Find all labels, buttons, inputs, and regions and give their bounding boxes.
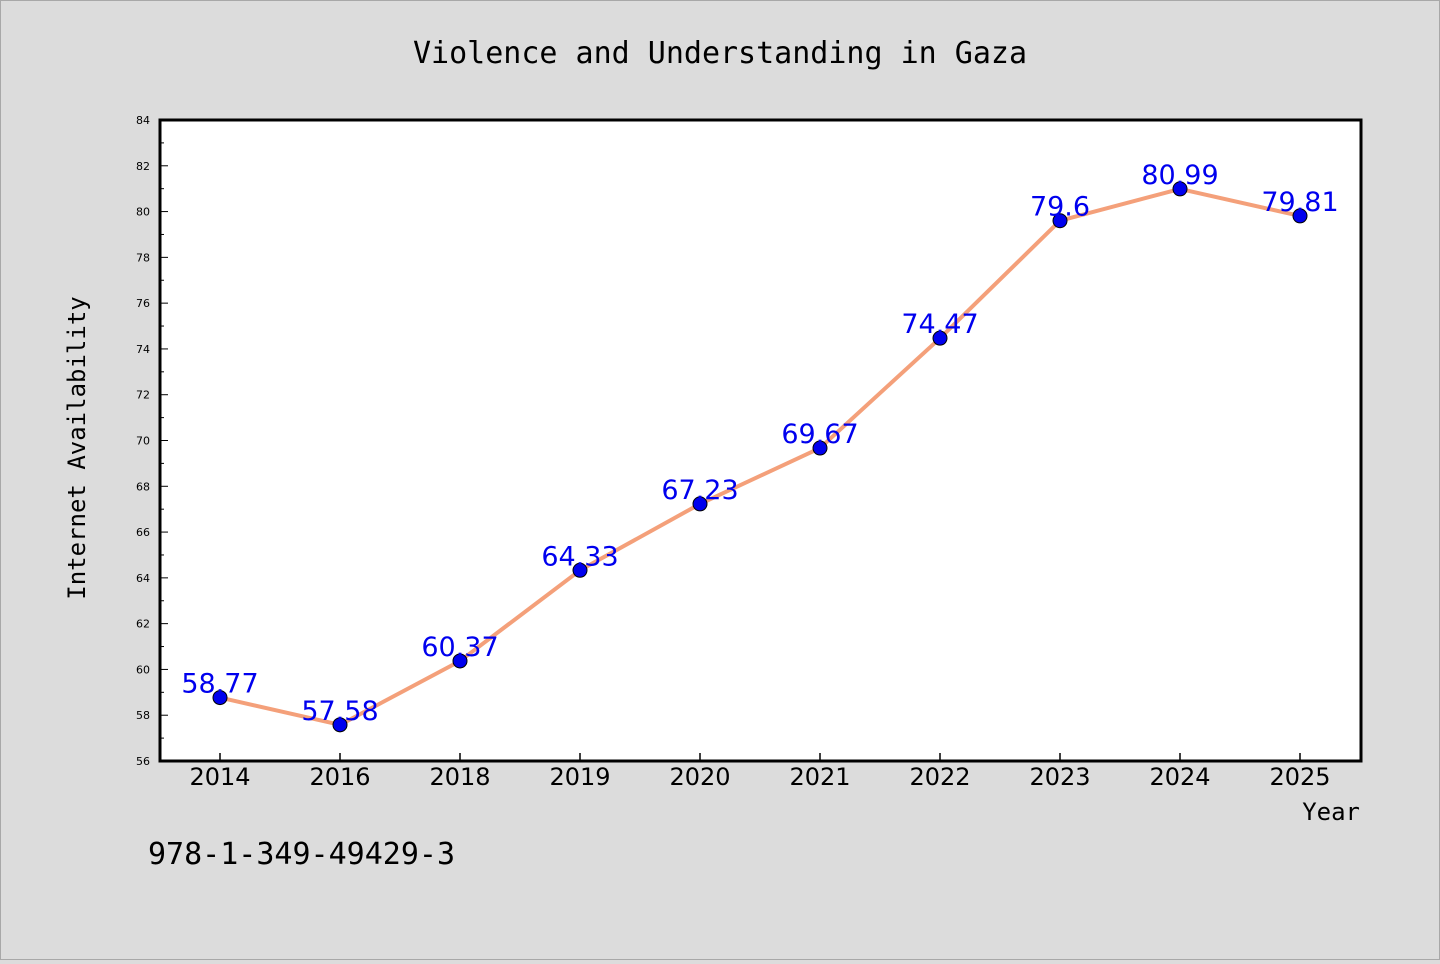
data-point [452, 653, 468, 669]
y-tick-label: 82 [136, 160, 150, 173]
x-tick-label: 2024 [1149, 763, 1210, 791]
data-label: 74.47 [901, 309, 978, 340]
x-tick-label: 2016 [309, 763, 370, 791]
x-tick-label: 2019 [549, 763, 610, 791]
data-label: 79.6 [1030, 192, 1090, 223]
y-tick-label: 68 [136, 480, 150, 493]
data-label: 67.23 [661, 475, 738, 506]
y-axis: 56 58 60 62 64 66 68 70 72 74 76 78 80 82 84 [136, 114, 168, 768]
data-point [1172, 181, 1188, 197]
x-axis-label: Year [1302, 798, 1360, 826]
x-tick-label: 2023 [1029, 763, 1090, 791]
data-label: 64.33 [541, 541, 618, 572]
y-tick-label: 64 [136, 572, 150, 585]
chart-title: Violence and Understanding in Gaza [413, 36, 1027, 71]
y-tick-label: 78 [136, 251, 150, 264]
y-tick-label: 72 [136, 389, 150, 402]
footer-isbn: 978-1-349-49429-3 [148, 837, 455, 872]
y-tick-label: 62 [136, 618, 150, 631]
y-tick-label: 76 [136, 297, 150, 310]
y-tick-label: 74 [136, 343, 150, 356]
data-point [932, 330, 948, 346]
y-tick-label: 56 [136, 755, 150, 768]
data-point [812, 440, 828, 456]
data-point [332, 717, 348, 733]
x-tick-label: 2025 [1269, 763, 1330, 791]
x-tick-label: 2020 [669, 763, 730, 791]
data-label: 57.58 [301, 696, 378, 727]
data-label: 58.77 [181, 669, 258, 700]
plot-area [158, 118, 1363, 763]
y-tick-label: 84 [136, 114, 150, 127]
x-tick-label: 2021 [789, 763, 850, 791]
y-tick-label: 80 [136, 206, 150, 219]
data-label: 80.99 [1141, 160, 1218, 191]
x-tick-label: 2022 [909, 763, 970, 791]
data-point [1292, 208, 1308, 224]
y-tick-label: 66 [136, 526, 150, 539]
x-tick-label: 2014 [189, 763, 250, 791]
series-line [218, 186, 1302, 727]
x-tick-label: 2018 [429, 763, 490, 791]
data-point [692, 496, 708, 512]
data-point [212, 690, 228, 706]
x-axis: 2014 2016 2018 2019 2020 2021 2022 2023 2024 2025 [189, 753, 1331, 791]
y-tick-label: 70 [136, 435, 150, 448]
series-layer: 58.77 57.58 60.37 64.33 67.23 69.67 74.47 79.6 8… [181, 160, 1339, 733]
data-label: 60.37 [421, 632, 498, 663]
y-axis-label: Internet Availability [63, 296, 91, 599]
data-point [1052, 213, 1068, 229]
data-label: 69.67 [781, 419, 858, 450]
y-tick-label: 58 [136, 709, 150, 722]
data-label: 79.81 [1261, 187, 1338, 218]
y-tick-label: 60 [136, 663, 150, 676]
data-point [572, 562, 588, 578]
